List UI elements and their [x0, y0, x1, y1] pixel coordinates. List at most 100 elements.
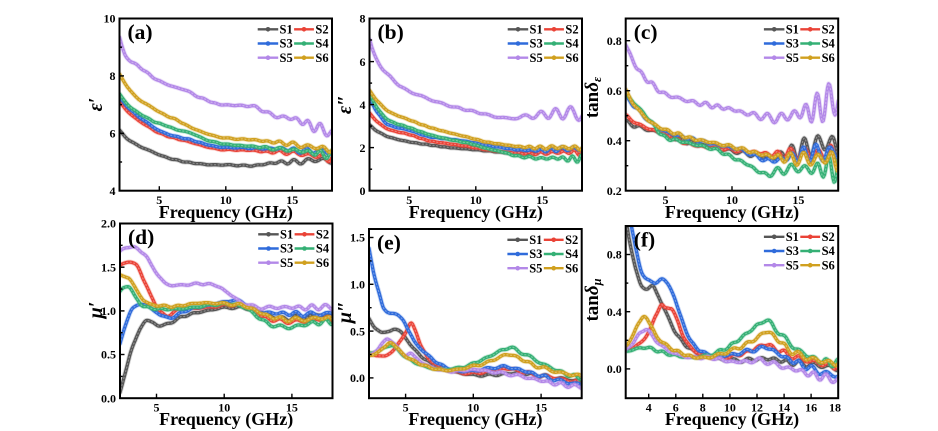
- svg-text:14: 14: [778, 401, 790, 415]
- svg-text:S6: S6: [315, 51, 328, 65]
- svg-text:0.0: 0.0: [350, 371, 365, 385]
- svg-text:S4: S4: [316, 242, 330, 256]
- svg-text:1.0: 1.0: [350, 278, 365, 292]
- svg-text:S5: S5: [530, 51, 543, 65]
- svg-text:5: 5: [403, 401, 409, 415]
- svg-text:15: 15: [286, 193, 298, 207]
- svg-text:ε″: ε″: [334, 95, 356, 114]
- svg-text:6: 6: [673, 401, 679, 415]
- svg-text:S3: S3: [786, 244, 799, 258]
- svg-text:S1: S1: [529, 233, 542, 247]
- svg-text:0: 0: [360, 184, 366, 198]
- svg-text:1.5: 1.5: [350, 231, 365, 245]
- svg-text:S2: S2: [822, 230, 835, 244]
- svg-text:0.4: 0.4: [607, 305, 622, 319]
- svg-text:0.6: 0.6: [607, 84, 622, 98]
- svg-text:10: 10: [220, 193, 232, 207]
- svg-text:6: 6: [110, 127, 116, 141]
- svg-text:S5: S5: [280, 51, 293, 65]
- svg-text:(e): (e): [377, 231, 401, 255]
- svg-text:5: 5: [156, 193, 162, 207]
- svg-text:S5: S5: [280, 256, 293, 270]
- svg-text:1.0: 1.0: [101, 304, 116, 318]
- svg-text:5: 5: [154, 401, 160, 415]
- svg-text:Frequency (GHz): Frequency (GHz): [665, 409, 799, 430]
- svg-text:0.5: 0.5: [350, 324, 365, 338]
- svg-text:S4: S4: [565, 247, 579, 261]
- svg-text:(b): (b): [378, 20, 404, 44]
- svg-text:S5: S5: [529, 261, 542, 275]
- svg-text:12: 12: [751, 401, 763, 415]
- svg-text:10: 10: [724, 401, 736, 415]
- svg-text:S6: S6: [822, 51, 835, 65]
- svg-text:S2: S2: [565, 23, 578, 37]
- svg-text:6: 6: [360, 55, 366, 69]
- svg-text:10: 10: [467, 401, 479, 415]
- svg-text:(d): (d): [128, 225, 154, 249]
- svg-text:0.4: 0.4: [607, 134, 622, 148]
- svg-text:Frequency (GHz): Frequency (GHz): [408, 409, 542, 430]
- svg-text:S2: S2: [822, 23, 835, 37]
- svg-text:(a): (a): [128, 20, 153, 44]
- svg-text:1.5: 1.5: [101, 260, 116, 274]
- svg-text:16: 16: [805, 401, 817, 415]
- svg-text:15: 15: [535, 401, 547, 415]
- svg-text:Frequency (GHz): Frequency (GHz): [409, 202, 543, 223]
- svg-text:S2: S2: [565, 233, 578, 247]
- svg-text:S4: S4: [822, 244, 836, 258]
- svg-text:8: 8: [110, 69, 116, 83]
- svg-text:S4: S4: [822, 37, 836, 51]
- svg-text:S6: S6: [316, 256, 329, 270]
- svg-text:5: 5: [663, 193, 669, 207]
- svg-text:18: 18: [829, 401, 841, 415]
- svg-text:2.0: 2.0: [101, 217, 116, 231]
- svg-text:Frequency (GHz): Frequency (GHz): [159, 202, 293, 223]
- svg-text:S3: S3: [529, 247, 542, 261]
- svg-text:Frequency (GHz): Frequency (GHz): [159, 409, 293, 430]
- svg-text:tanδε: tanδε: [582, 76, 604, 118]
- svg-text:4: 4: [110, 184, 116, 198]
- svg-text:(f): (f): [634, 228, 655, 252]
- svg-text:S3: S3: [530, 37, 543, 51]
- svg-text:S3: S3: [280, 242, 293, 256]
- svg-text:4: 4: [646, 401, 652, 415]
- svg-text:S6: S6: [565, 261, 578, 275]
- svg-text:S4: S4: [315, 37, 329, 51]
- svg-text:0.0: 0.0: [607, 362, 622, 376]
- svg-text:tanδμ: tanδμ: [582, 278, 604, 321]
- svg-text:10: 10: [104, 12, 116, 26]
- svg-text:S1: S1: [530, 23, 543, 37]
- svg-text:S3: S3: [280, 37, 293, 51]
- svg-text:15: 15: [286, 401, 298, 415]
- svg-text:(c): (c): [634, 20, 658, 44]
- svg-text:S6: S6: [822, 258, 835, 272]
- svg-text:10: 10: [470, 193, 482, 207]
- svg-text:S1: S1: [280, 23, 293, 37]
- svg-text:μ″: μ″: [334, 301, 356, 324]
- svg-text:S4: S4: [565, 37, 579, 51]
- svg-text:5: 5: [406, 193, 412, 207]
- svg-text:ε′: ε′: [85, 98, 107, 112]
- svg-text:S2: S2: [316, 228, 329, 242]
- svg-text:8: 8: [700, 401, 706, 415]
- svg-text:Frequency (GHz): Frequency (GHz): [665, 202, 799, 223]
- svg-text:S3: S3: [786, 37, 799, 51]
- svg-text:0.0: 0.0: [101, 391, 116, 405]
- svg-text:0.8: 0.8: [607, 34, 622, 48]
- svg-text:S5: S5: [786, 258, 799, 272]
- svg-text:15: 15: [792, 193, 804, 207]
- svg-text:S6: S6: [565, 51, 578, 65]
- svg-text:μ′: μ′: [85, 302, 107, 320]
- svg-text:8: 8: [360, 12, 366, 26]
- svg-text:S1: S1: [280, 228, 293, 242]
- svg-text:0.5: 0.5: [101, 348, 116, 362]
- svg-text:S1: S1: [786, 230, 799, 244]
- svg-text:0.2: 0.2: [607, 184, 622, 198]
- svg-text:10: 10: [726, 193, 738, 207]
- svg-text:15: 15: [536, 193, 548, 207]
- svg-text:10: 10: [218, 401, 230, 415]
- svg-text:S5: S5: [786, 51, 799, 65]
- svg-text:2: 2: [360, 141, 366, 155]
- svg-text:0.8: 0.8: [607, 248, 622, 262]
- svg-text:S2: S2: [315, 23, 328, 37]
